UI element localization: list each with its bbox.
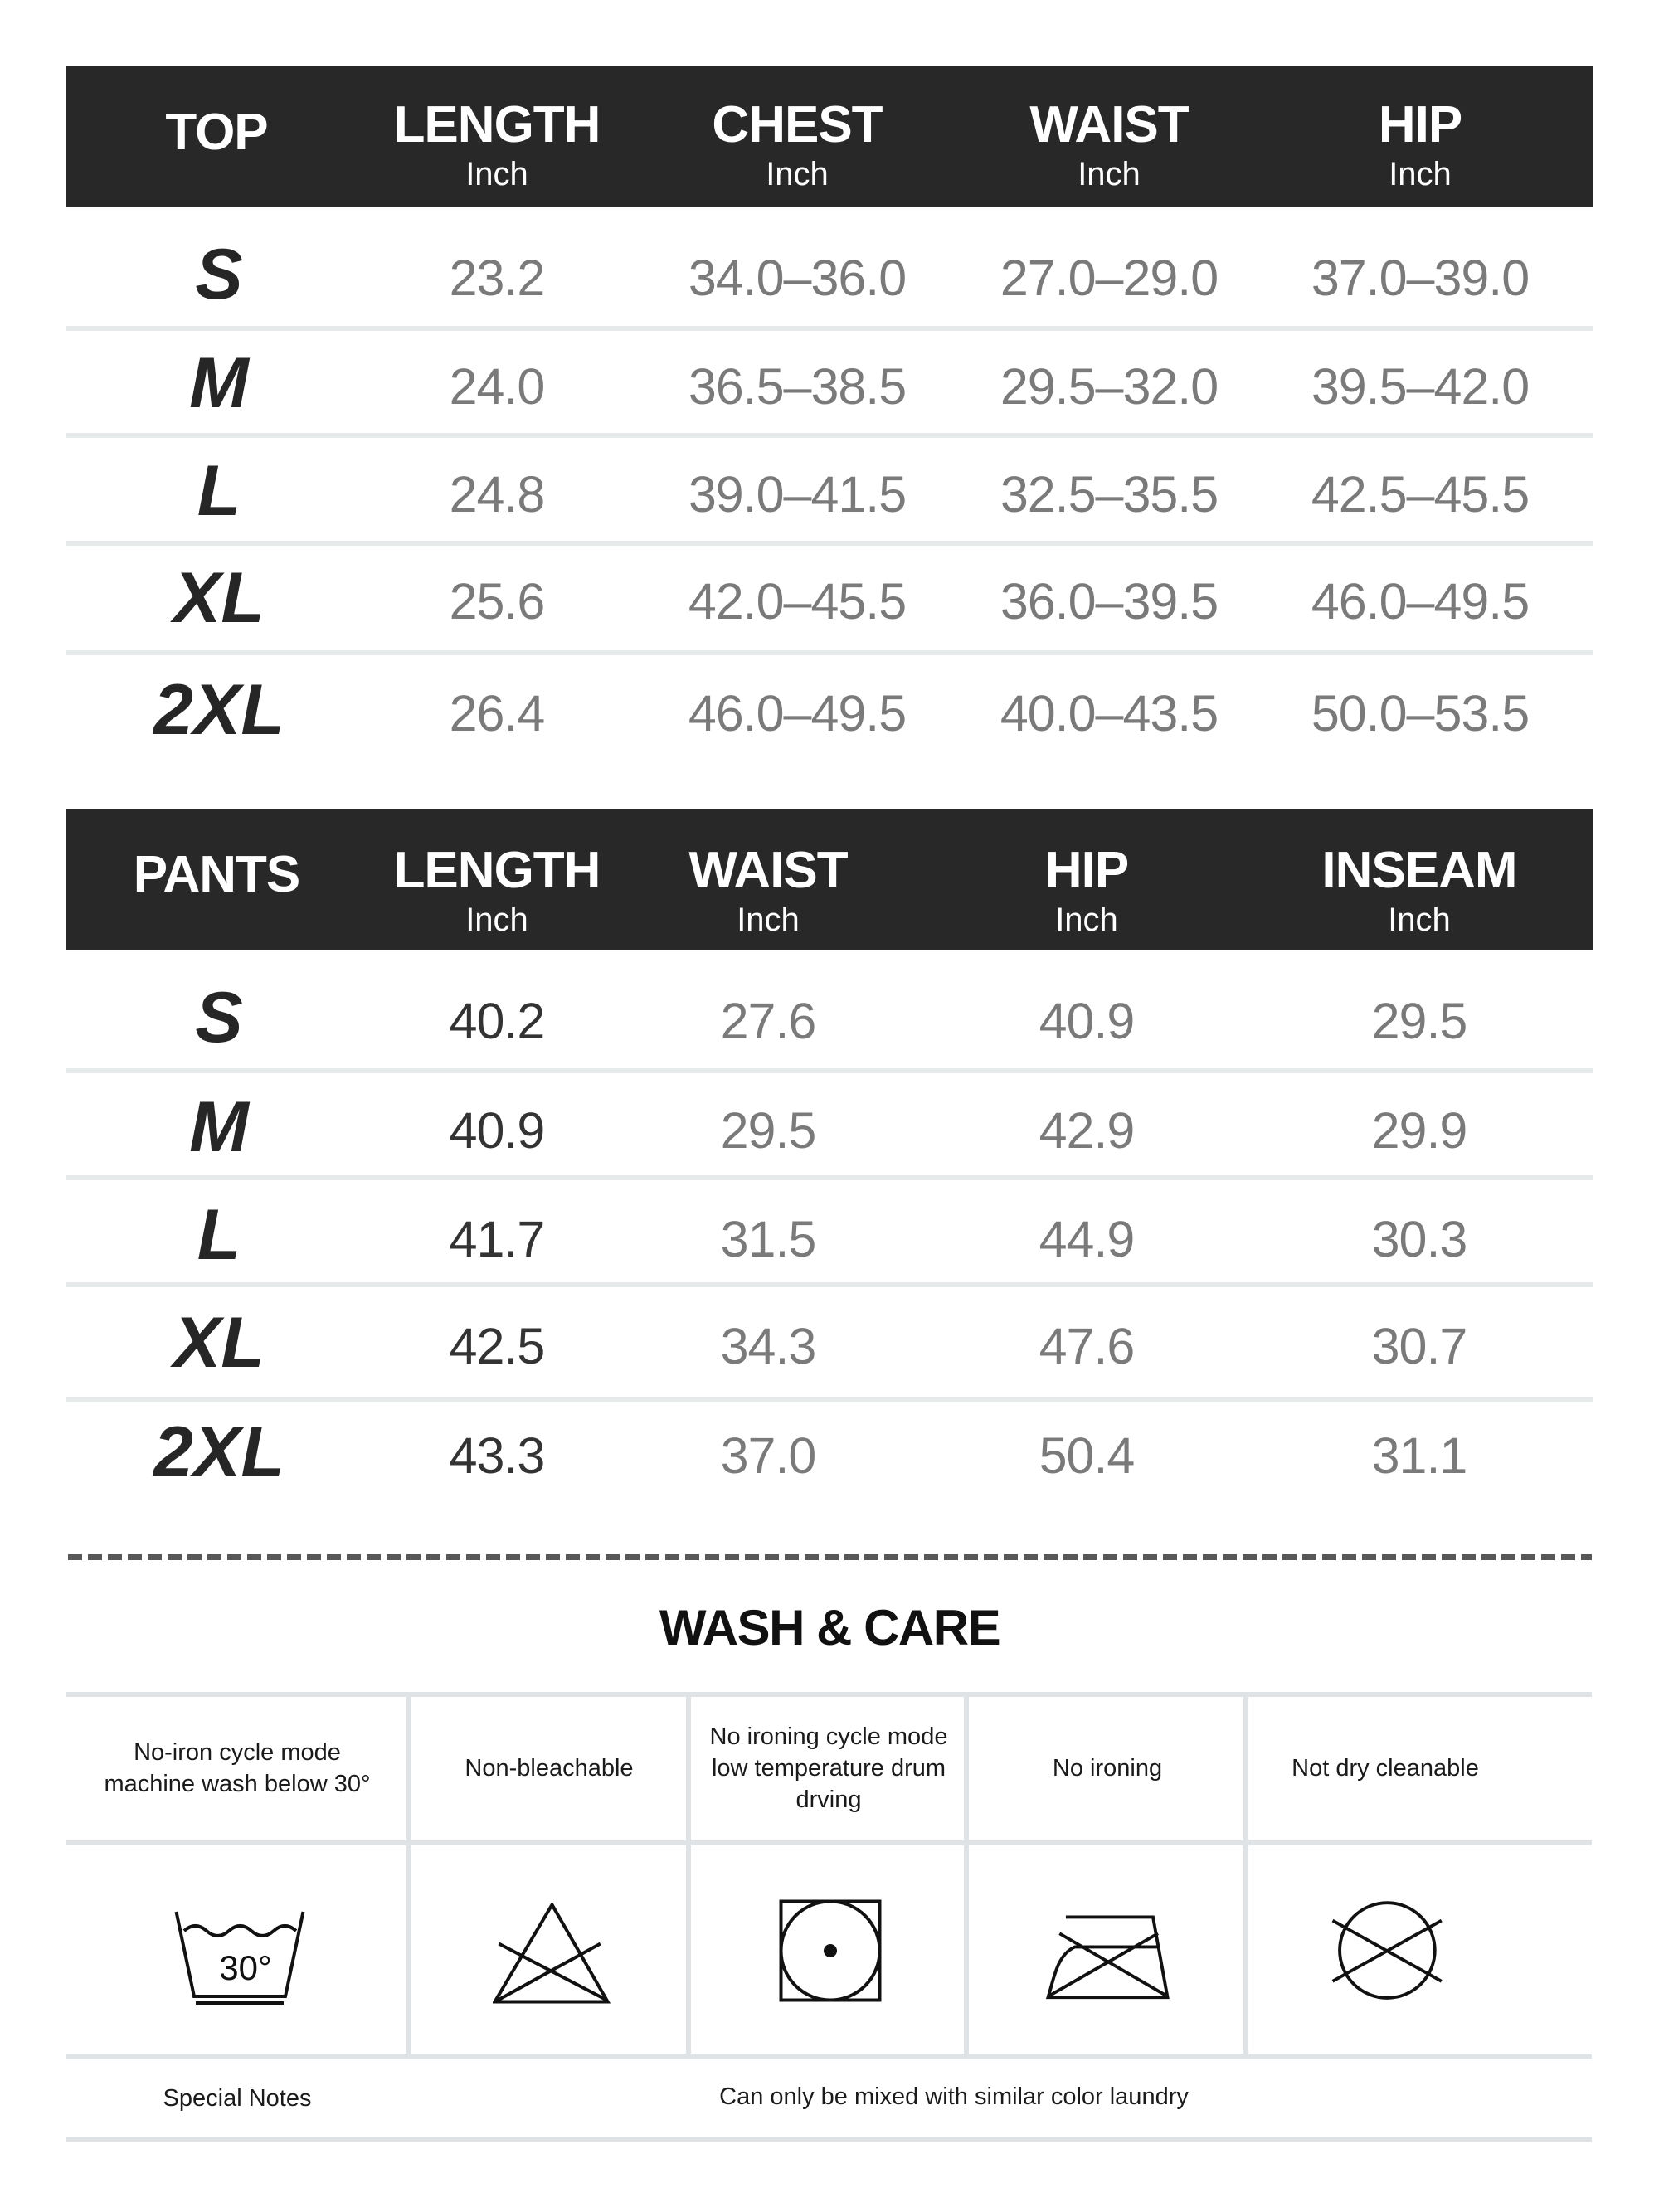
svg-text:30°: 30° (219, 1948, 272, 1987)
